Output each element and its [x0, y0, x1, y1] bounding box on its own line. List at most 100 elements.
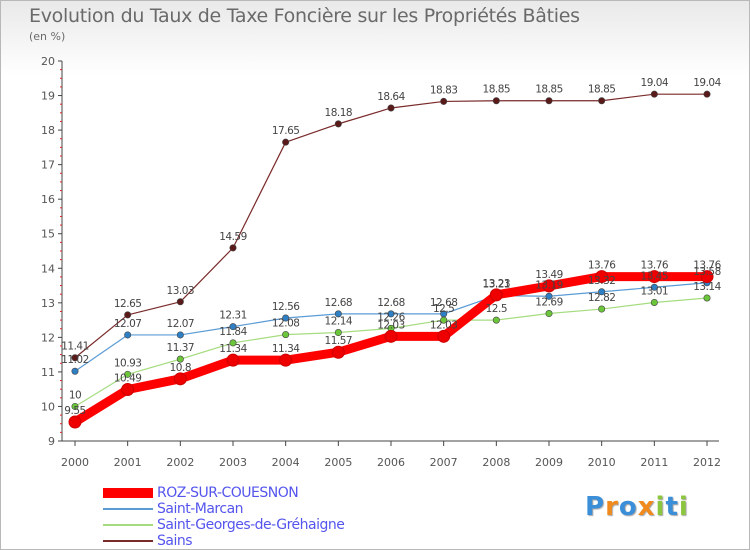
data-label: 12.56 [272, 301, 300, 313]
data-point [598, 305, 606, 313]
x-tick-label: 2011 [640, 456, 668, 469]
data-label: 18.85 [535, 84, 563, 96]
x-tick-label: 2010 [588, 456, 616, 469]
data-label: 11.34 [272, 343, 300, 355]
x-tick-label: 2002 [166, 456, 194, 469]
y-tick-label: 15 [41, 228, 55, 241]
data-point [226, 353, 240, 367]
data-label: 19.04 [693, 77, 721, 89]
legend-label: Saint-Marcan [157, 501, 244, 517]
data-point [331, 345, 345, 359]
legend-label: Saint-Georges-de-Gréhaigne [157, 517, 345, 533]
data-point [282, 138, 290, 146]
data-point [492, 316, 500, 324]
data-point [229, 339, 237, 347]
data-point [68, 415, 82, 429]
data-point [124, 311, 132, 319]
data-label: 18.85 [483, 84, 511, 96]
data-label: 13.03 [167, 285, 195, 297]
data-label: 12.5 [433, 303, 454, 315]
data-point [489, 288, 503, 302]
data-label: 12.5 [486, 303, 507, 315]
data-point [334, 310, 342, 318]
data-point [492, 97, 500, 105]
y-unit-label: (en %) [29, 30, 66, 43]
series-layer [68, 90, 714, 429]
data-point [437, 329, 451, 343]
data-point [71, 354, 79, 362]
data-point [700, 270, 714, 284]
data-label: 14.59 [219, 231, 247, 243]
data-label: 12.82 [588, 292, 616, 304]
y-tick-label: 14 [41, 262, 55, 275]
data-label: 11.02 [61, 354, 89, 366]
legend-label: Sains [157, 533, 193, 549]
data-label: 12.68 [325, 297, 353, 309]
axes: 9 10 11 12 13 14 15 16 17 18 19 20 2000 2001 2002 2003 2… [41, 55, 721, 469]
x-tick-label: 2007 [430, 456, 458, 469]
data-label: 18.83 [430, 84, 458, 96]
data-label: 13.49 [535, 269, 563, 281]
data-label: 13.01 [641, 285, 669, 297]
data-point [647, 270, 661, 284]
x-tick-label: 2000 [61, 456, 89, 469]
y-tick-label: 13 [41, 297, 55, 310]
data-label: 12.26 [377, 311, 405, 323]
x-tick-label: 2006 [377, 456, 405, 469]
data-label: 10 [69, 389, 81, 401]
data-label: 11.57 [325, 335, 353, 347]
data-point [387, 310, 395, 318]
data-point [545, 97, 553, 105]
x-tick-label: 2012 [693, 456, 721, 469]
data-point [176, 331, 184, 339]
x-tick-label: 2001 [114, 456, 142, 469]
series-roz-sur-couesnon [68, 270, 714, 429]
data-point [650, 90, 658, 98]
data-label: 13.76 [693, 260, 721, 272]
x-tick-label: 2009 [535, 456, 563, 469]
data-label: 17.65 [272, 125, 300, 137]
data-point [282, 314, 290, 322]
data-point [176, 355, 184, 363]
data-label: 12.14 [325, 316, 353, 328]
series-saint-georges-de-gr-haigne [71, 294, 711, 410]
data-point [703, 90, 711, 98]
y-tick-label: 12 [41, 331, 55, 344]
data-label: 12.68 [430, 297, 458, 309]
y-tick-label: 18 [41, 124, 55, 137]
data-point [650, 298, 658, 306]
data-label: 12.08 [272, 318, 300, 330]
data-point [595, 270, 609, 284]
data-point [440, 97, 448, 105]
data-point [542, 279, 556, 293]
data-point [545, 292, 553, 300]
data-point [279, 353, 293, 367]
data-label: 12.07 [114, 318, 142, 330]
data-label: 10.49 [114, 373, 142, 385]
data-point [173, 372, 187, 386]
data-point [124, 370, 132, 378]
data-label: 13.58 [693, 266, 721, 278]
legend-swatch [103, 508, 153, 510]
data-label: 12.03 [430, 319, 458, 331]
data-label: 11.41 [61, 341, 89, 353]
data-label: 12.65 [114, 298, 142, 310]
data-label: 13.76 [588, 260, 616, 272]
y-tick-label: 19 [41, 90, 55, 103]
data-label: 12.69 [535, 297, 563, 309]
data-label: 13.76 [641, 260, 669, 272]
y-tick-label: 10 [41, 400, 55, 413]
data-label: 18.64 [377, 91, 405, 103]
data-labels-layer: 11.41 12.65 13.03 14.59 17.65 18.18 18.64 18.83… [61, 77, 722, 417]
data-point [229, 323, 237, 331]
x-tick-label: 2008 [482, 456, 510, 469]
data-label: 10.93 [114, 357, 142, 369]
data-point [334, 329, 342, 337]
legend-swatch [103, 540, 153, 542]
data-label: 11.37 [167, 342, 195, 354]
data-label: 9.55 [64, 405, 85, 417]
data-point [334, 120, 342, 128]
data-point [703, 294, 711, 302]
data-label: 13.23 [483, 278, 511, 290]
